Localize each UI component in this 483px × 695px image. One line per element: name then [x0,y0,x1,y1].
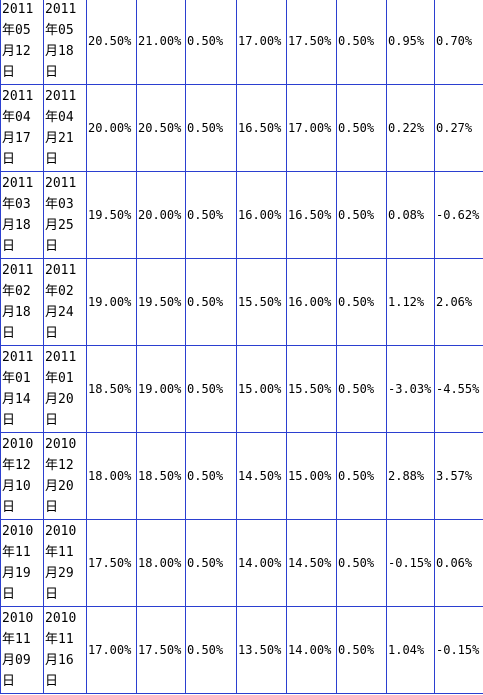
rate-cell: 20.50% [86,0,137,85]
rate-cell: 19.50% [136,258,186,346]
rate-cell: 14.50% [286,519,337,607]
rate-cell: 20.00% [86,84,137,172]
rate-cell: 1.12% [386,258,435,346]
date-cell: 2011年01月14日 [0,345,44,433]
rate-cell: -0.15% [434,606,483,694]
rate-cell: 1.04% [386,606,435,694]
table-row: 2010年12月10日 2010年12月20日 18.00% 18.50% 0.50% 1… [0,432,483,520]
rate-cell: 0.50% [336,171,387,259]
rate-cell: 0.95% [386,0,435,85]
rate-cell: 0.50% [336,519,387,607]
rate-cell: 0.50% [336,84,387,172]
rate-cell: -4.55% [434,345,483,433]
rate-cell: 2.06% [434,258,483,346]
rate-cell: 0.70% [434,0,483,85]
rate-cell: -3.03% [386,345,435,433]
rate-cell: 0.50% [185,345,237,433]
rate-cell: 2.88% [386,432,435,520]
table-row: 2011年04月17日 2011年04月21日 20.00% 20.50% 0.50% 1… [0,84,483,172]
rate-cell: 0.27% [434,84,483,172]
rate-cell: 0.50% [336,432,387,520]
rate-cell: 0.50% [336,258,387,346]
rate-cell: 20.00% [136,171,186,259]
rate-cell: 16.00% [286,258,337,346]
rate-cell: 16.50% [236,84,287,172]
rate-cell: 0.50% [185,0,237,85]
rate-cell: 17.00% [86,606,137,694]
date-cell: 2011年04月17日 [0,84,44,172]
rate-cell: 0.50% [336,0,387,85]
rate-cell: 17.50% [136,606,186,694]
rate-cell: 20.50% [136,84,186,172]
date-cell: 2011年02月18日 [0,258,44,346]
date-cell: 2011年03月18日 [0,171,44,259]
rate-cell: 0.22% [386,84,435,172]
rate-cell: 0.08% [386,171,435,259]
rate-cell: 15.50% [286,345,337,433]
table-row: 2011年01月14日 2011年01月20日 18.50% 19.00% 0.50% 1… [0,345,483,433]
rate-cell: 17.50% [86,519,137,607]
rate-cell: 0.50% [336,606,387,694]
date-cell: 2011年04月21日 [43,84,87,172]
table-row: 2011年05月12日 2011年05月18日 20.50% 21.00% 0.50% 1… [0,0,483,85]
rate-cell: 15.00% [286,432,337,520]
rate-cell: 19.00% [86,258,137,346]
rate-cell: 16.50% [286,171,337,259]
rate-cell: 19.00% [136,345,186,433]
rate-cell: 16.00% [236,171,287,259]
rate-cell: 0.50% [336,345,387,433]
rate-cell: -0.62% [434,171,483,259]
rate-cell: 15.00% [236,345,287,433]
date-cell: 2010年11月16日 [43,606,87,694]
rate-cell: 21.00% [136,0,186,85]
date-cell: 2010年12月20日 [43,432,87,520]
date-cell: 2011年05月12日 [0,0,44,85]
date-cell: 2011年01月20日 [43,345,87,433]
date-cell: 2010年12月10日 [0,432,44,520]
rate-cell: 0.50% [185,519,237,607]
date-cell: 2010年11月19日 [0,519,44,607]
rate-cell: 0.50% [185,258,237,346]
rate-cell: 0.50% [185,84,237,172]
rate-cell: -0.15% [386,519,435,607]
date-cell: 2011年02月24日 [43,258,87,346]
rate-cell: 18.00% [136,519,186,607]
rate-cell: 3.57% [434,432,483,520]
rate-cell: 14.00% [286,606,337,694]
rate-cell: 14.00% [236,519,287,607]
rate-cell: 0.50% [185,432,237,520]
rate-cell: 0.06% [434,519,483,607]
rate-cell: 14.50% [236,432,287,520]
table-row: 2011年02月18日 2011年02月24日 19.00% 19.50% 0.50% 1… [0,258,483,346]
rate-cell: 17.50% [286,0,337,85]
table-row: 2010年11月09日 2010年11月16日 17.00% 17.50% 0.50% 1… [0,606,483,694]
rate-cell: 0.50% [185,606,237,694]
rate-cell: 17.00% [236,0,287,85]
date-cell: 2010年11月09日 [0,606,44,694]
rate-cell: 19.50% [86,171,137,259]
table-row: 2011年03月18日 2011年03月25日 19.50% 20.00% 0.50% 1… [0,171,483,259]
rate-cell: 0.50% [185,171,237,259]
table-row: 2010年11月19日 2010年11月29日 17.50% 18.00% 0.50% 1… [0,519,483,607]
rate-cell: 18.00% [86,432,137,520]
rate-cell: 17.00% [286,84,337,172]
date-cell: 2010年11月29日 [43,519,87,607]
rate-cell: 15.50% [236,258,287,346]
rate-cell: 13.50% [236,606,287,694]
date-cell: 2011年03月25日 [43,171,87,259]
rate-cell: 18.50% [86,345,137,433]
rate-cell: 18.50% [136,432,186,520]
date-cell: 2011年05月18日 [43,0,87,85]
